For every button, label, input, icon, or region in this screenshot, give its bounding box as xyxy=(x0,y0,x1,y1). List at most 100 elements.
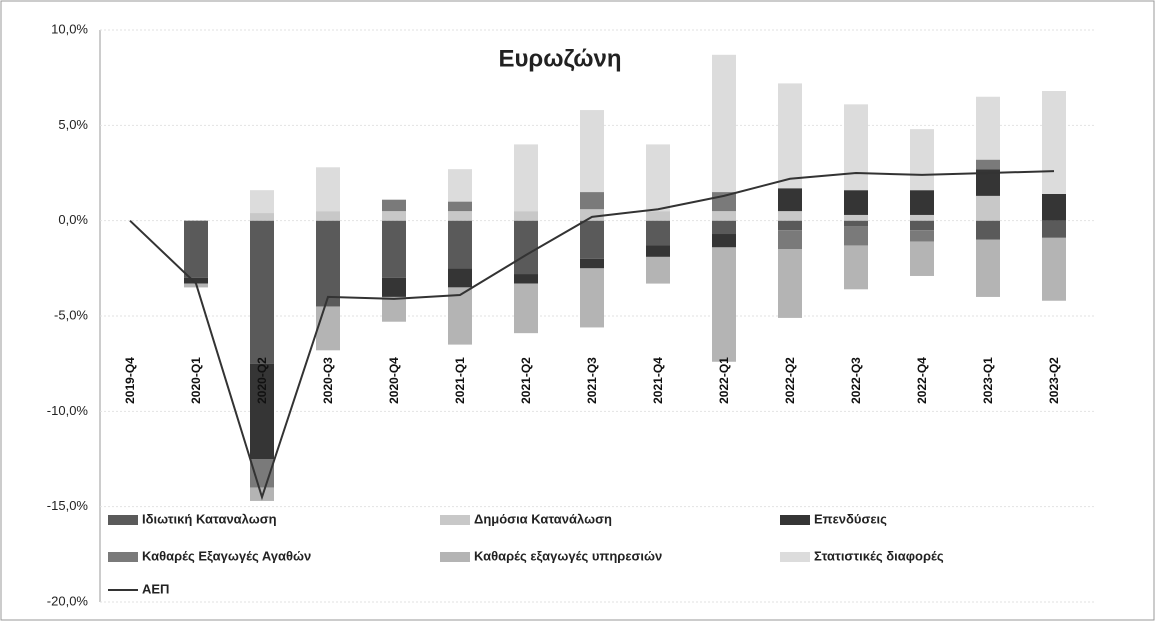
bar-segment xyxy=(976,195,1000,221)
bar-segment xyxy=(778,211,802,221)
bar-segment xyxy=(316,306,340,351)
bar-segment xyxy=(712,234,736,248)
x-tick-label: 2020-Q4 xyxy=(387,357,401,404)
bar-segment xyxy=(712,54,736,193)
x-tick-label: 2022-Q1 xyxy=(717,357,731,404)
bar-segment xyxy=(382,296,406,322)
y-tick-label: 5,0% xyxy=(58,117,88,132)
legend-label: Ιδιωτική Καταναλωση xyxy=(142,511,277,526)
bar-segment xyxy=(184,220,208,278)
bar-segment xyxy=(646,256,670,284)
bar-segment xyxy=(646,220,670,246)
bar-segment xyxy=(976,239,1000,297)
bar-segment xyxy=(844,245,868,290)
bar-segment xyxy=(448,287,472,345)
gdp-line xyxy=(129,170,1055,501)
x-tick-label: 2022-Q2 xyxy=(783,357,797,404)
bar-segment xyxy=(778,220,802,231)
bar-segment xyxy=(250,190,274,214)
bar-segment xyxy=(844,214,868,221)
bar-segment xyxy=(514,144,538,212)
bar-segment xyxy=(448,169,472,202)
bar-segment xyxy=(514,283,538,334)
bar-segment xyxy=(250,363,274,459)
y-tick-label: -5,0% xyxy=(54,307,88,322)
legend-swatch xyxy=(440,552,470,562)
bar-segment xyxy=(448,211,472,221)
bar-segment xyxy=(514,274,538,284)
x-tick-label: 2021-Q1 xyxy=(453,357,467,404)
bar-segment xyxy=(646,144,670,212)
y-tick-label: 0,0% xyxy=(58,212,88,227)
bar-segment xyxy=(448,201,472,212)
bar-segment xyxy=(778,230,802,250)
legend-swatch xyxy=(440,515,470,525)
legend-swatch xyxy=(108,515,138,525)
y-tick-label: 10,0% xyxy=(51,21,88,36)
bar-segment xyxy=(910,241,934,276)
x-tick-label: 2021-Q2 xyxy=(519,357,533,404)
bar-segment xyxy=(646,245,670,257)
legend-swatch xyxy=(780,552,810,562)
bar-segment xyxy=(712,211,736,221)
x-tick-label: 2021-Q3 xyxy=(585,357,599,404)
bar-segment xyxy=(712,220,736,235)
bar-segment xyxy=(382,220,406,278)
bar-segment xyxy=(580,220,604,259)
bar-segment xyxy=(382,211,406,221)
bar-segment xyxy=(976,220,1000,240)
bar-segment xyxy=(580,209,604,221)
bar-segment xyxy=(580,192,604,210)
x-tick-label: 2019-Q4 xyxy=(123,357,137,404)
x-tick-label: 2021-Q4 xyxy=(651,357,665,404)
bar-segment xyxy=(910,190,934,215)
bar-segment xyxy=(844,226,868,246)
bar-segment xyxy=(1042,193,1066,221)
bar-segment xyxy=(580,268,604,328)
bar-segment xyxy=(448,220,472,269)
bar-segment xyxy=(514,211,538,221)
legend-label: Δημόσια Κατανάλωση xyxy=(474,511,612,526)
x-tick-label: 2022-Q4 xyxy=(915,357,929,404)
bar-segment xyxy=(316,167,340,212)
chart-title: Ευρωζώνη xyxy=(498,45,621,72)
bar-segment xyxy=(250,220,274,364)
bar-segment xyxy=(844,190,868,215)
x-tick-label: 2020-Q2 xyxy=(255,357,269,404)
legend-swatch xyxy=(780,515,810,525)
bar-segment xyxy=(778,249,802,318)
bar-segment xyxy=(382,199,406,212)
x-tick-label: 2022-Q3 xyxy=(849,357,863,404)
bar-segment xyxy=(910,129,934,191)
bar-segment xyxy=(1042,237,1066,301)
y-tick-label: -10,0% xyxy=(47,403,89,418)
x-tick-label: 2020-Q3 xyxy=(321,357,335,404)
x-tick-label: 2023-Q2 xyxy=(1047,357,1061,404)
bar-segment xyxy=(514,220,538,275)
bar-segment xyxy=(1042,91,1066,194)
bar-segment xyxy=(382,277,406,297)
bar-segment xyxy=(448,268,472,288)
bar-segment xyxy=(976,159,1000,170)
bar-segment xyxy=(910,230,934,242)
bar-segment xyxy=(778,188,802,212)
bar-segment xyxy=(250,213,274,221)
bar-segment xyxy=(184,277,208,284)
bar-segment xyxy=(646,211,670,221)
legend-swatch xyxy=(108,552,138,562)
bar-segment xyxy=(580,258,604,269)
bar-segment xyxy=(910,220,934,231)
legend-label: Επενδύσεις xyxy=(814,511,887,526)
legend-label: Καθαρές Εξαγωγές Αγαθών xyxy=(142,548,311,563)
legend-label: Καθαρές εξαγωγές υπηρεσιών xyxy=(474,548,662,563)
y-tick-label: -15,0% xyxy=(47,498,89,513)
bar-segment xyxy=(844,220,868,227)
bar-segment xyxy=(580,110,604,193)
y-tick-label: -20,0% xyxy=(47,593,89,608)
bar-segment xyxy=(844,104,868,191)
bar-segment xyxy=(910,214,934,221)
bar-segment xyxy=(976,96,1000,160)
x-tick-label: 2020-Q1 xyxy=(189,357,203,404)
